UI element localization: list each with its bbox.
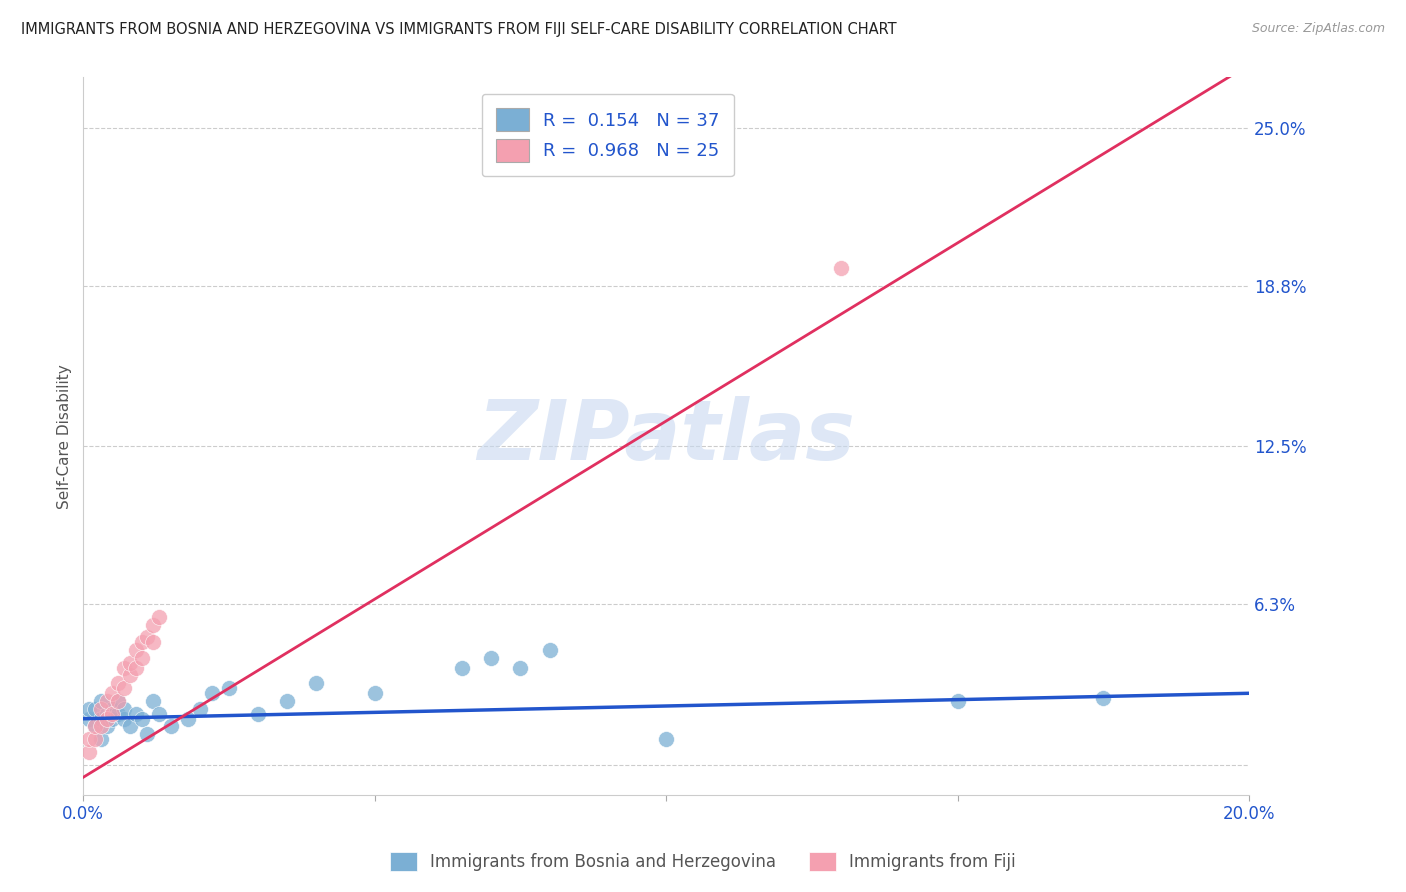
- Point: [136, 630, 159, 644]
- Point: [90, 732, 112, 747]
- Point: [84, 732, 107, 747]
- Point: [131, 650, 153, 665]
- Point: [142, 635, 165, 649]
- Point: [125, 661, 148, 675]
- Point: [188, 701, 211, 715]
- Point: [112, 661, 135, 675]
- Point: [77, 701, 100, 715]
- Point: [84, 701, 107, 715]
- Point: [142, 694, 165, 708]
- Point: [90, 719, 112, 733]
- Point: [148, 706, 170, 721]
- Point: [112, 681, 135, 696]
- Point: [77, 745, 100, 759]
- Text: IMMIGRANTS FROM BOSNIA AND HERZEGOVINA VS IMMIGRANTS FROM FIJI SELF-CARE DISABIL: IMMIGRANTS FROM BOSNIA AND HERZEGOVINA V…: [21, 22, 897, 37]
- Point: [364, 686, 387, 700]
- Point: [77, 712, 100, 726]
- Legend: Immigrants from Bosnia and Herzegovina, Immigrants from Fiji: Immigrants from Bosnia and Herzegovina, …: [381, 843, 1025, 880]
- Point: [136, 727, 159, 741]
- Text: Source: ZipAtlas.com: Source: ZipAtlas.com: [1251, 22, 1385, 36]
- Point: [125, 706, 148, 721]
- Point: [90, 694, 112, 708]
- Point: [276, 694, 298, 708]
- Point: [107, 694, 129, 708]
- Point: [107, 676, 129, 690]
- Point: [218, 681, 240, 696]
- Point: [946, 694, 969, 708]
- Point: [90, 712, 112, 726]
- Point: [655, 732, 678, 747]
- Point: [200, 686, 222, 700]
- Point: [479, 650, 502, 665]
- Point: [107, 694, 129, 708]
- Point: [509, 661, 531, 675]
- Point: [101, 706, 124, 721]
- Point: [96, 712, 118, 726]
- Point: [177, 712, 200, 726]
- Point: [101, 701, 124, 715]
- Point: [142, 617, 165, 632]
- Point: [107, 706, 129, 721]
- Text: ZIPatlas: ZIPatlas: [477, 396, 855, 476]
- Point: [101, 686, 124, 700]
- Point: [538, 643, 561, 657]
- Point: [451, 661, 474, 675]
- Point: [84, 719, 107, 733]
- Point: [830, 261, 852, 276]
- Point: [101, 712, 124, 726]
- Point: [96, 694, 118, 708]
- Legend: R =  0.154   N = 37, R =  0.968   N = 25: R = 0.154 N = 37, R = 0.968 N = 25: [482, 94, 734, 176]
- Point: [118, 668, 141, 682]
- Point: [118, 656, 141, 670]
- Point: [131, 712, 153, 726]
- Point: [112, 701, 135, 715]
- Point: [305, 676, 328, 690]
- Point: [90, 701, 112, 715]
- Point: [112, 712, 135, 726]
- Point: [84, 719, 107, 733]
- Point: [96, 706, 118, 721]
- Point: [125, 643, 148, 657]
- Point: [118, 719, 141, 733]
- Point: [1092, 691, 1115, 706]
- Y-axis label: Self-Care Disability: Self-Care Disability: [58, 364, 72, 508]
- Point: [148, 610, 170, 624]
- Point: [96, 719, 118, 733]
- Point: [159, 719, 181, 733]
- Point: [77, 732, 100, 747]
- Point: [247, 706, 270, 721]
- Point: [131, 635, 153, 649]
